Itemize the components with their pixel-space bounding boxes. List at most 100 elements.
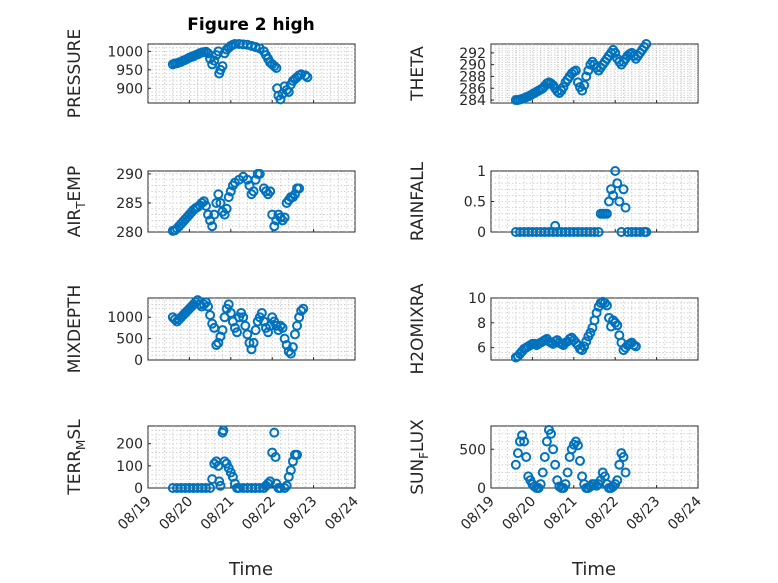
data-point bbox=[211, 340, 222, 351]
data-point bbox=[203, 301, 214, 312]
data-point bbox=[601, 208, 612, 219]
data-point bbox=[583, 65, 594, 76]
data-point bbox=[232, 327, 243, 338]
data-point bbox=[537, 467, 548, 478]
data-point bbox=[277, 322, 288, 333]
x-tick-label: 08/23 bbox=[624, 494, 664, 534]
y-axis-label: AIRTEMP bbox=[65, 166, 88, 237]
y-tick-label: 288 bbox=[459, 69, 486, 85]
data-point bbox=[211, 197, 222, 208]
data-point bbox=[514, 436, 525, 447]
y-tick-label: 290 bbox=[116, 167, 143, 183]
data-point bbox=[209, 55, 220, 66]
data-point bbox=[570, 65, 581, 76]
y-tick-label: 500 bbox=[116, 332, 143, 348]
data-point bbox=[635, 227, 646, 237]
data-point bbox=[296, 305, 307, 316]
data-point bbox=[599, 297, 610, 308]
data-point bbox=[270, 452, 281, 462]
data-point bbox=[214, 476, 225, 487]
data-point bbox=[302, 72, 313, 83]
y-axis-label: RAINFALL bbox=[408, 161, 428, 241]
data-point bbox=[223, 299, 234, 310]
data-point bbox=[585, 327, 596, 338]
data-point bbox=[217, 325, 228, 336]
data-point bbox=[221, 203, 232, 214]
data-point bbox=[620, 202, 631, 213]
data-point bbox=[300, 70, 311, 81]
data-point bbox=[593, 227, 604, 237]
grid bbox=[148, 298, 355, 360]
grid bbox=[491, 171, 698, 232]
x-tick-label: 08/23 bbox=[281, 494, 321, 534]
data-point bbox=[548, 444, 559, 455]
y-tick-label: 284 bbox=[459, 93, 486, 109]
x-tick-label: 08/24 bbox=[322, 493, 362, 533]
data-series bbox=[167, 168, 305, 236]
data-point bbox=[198, 196, 209, 207]
x-tick-label: 08/22 bbox=[582, 494, 622, 534]
data-point bbox=[281, 480, 292, 491]
data-point bbox=[279, 483, 290, 493]
subplot-rainfall: 0 0.5 1 RAINFALL bbox=[408, 161, 699, 241]
data-point bbox=[205, 483, 216, 493]
data-point bbox=[225, 186, 236, 197]
data-point bbox=[562, 467, 573, 478]
y-tick-label: 950 bbox=[116, 63, 143, 79]
subplot-h2omixra: 6 8 10 H2OMIXRA bbox=[408, 283, 699, 375]
x-tick-label: 08/20 bbox=[499, 494, 539, 534]
data-point bbox=[256, 307, 267, 318]
data-point bbox=[285, 465, 296, 476]
subplot-mixdepth: 0 500 1000 MIXDEPTH bbox=[65, 285, 356, 374]
data-point bbox=[205, 310, 216, 321]
data-point bbox=[610, 166, 621, 176]
data-point bbox=[238, 312, 249, 323]
data-point bbox=[618, 184, 629, 195]
grid bbox=[148, 171, 355, 232]
data-point bbox=[579, 80, 590, 91]
y-tick-label: 1000 bbox=[107, 310, 143, 326]
data-point bbox=[535, 479, 546, 490]
data-point bbox=[298, 303, 309, 314]
figure-title: Figure 2 high bbox=[187, 15, 315, 35]
y-tick-label: 292 bbox=[459, 46, 486, 62]
data-point bbox=[294, 183, 305, 194]
data-point bbox=[250, 325, 261, 336]
y-tick-label: 0 bbox=[134, 481, 143, 497]
data-point bbox=[254, 168, 265, 179]
y-tick-label: 286 bbox=[459, 81, 486, 97]
data-series bbox=[167, 425, 303, 493]
data-point bbox=[169, 314, 180, 325]
data-point bbox=[265, 476, 276, 487]
grid bbox=[491, 426, 698, 488]
data-point bbox=[248, 337, 259, 348]
data-point bbox=[575, 455, 586, 466]
data-point bbox=[225, 307, 236, 318]
data-point bbox=[265, 186, 276, 197]
y-tick-label: 0.5 bbox=[464, 195, 486, 211]
data-point bbox=[546, 428, 557, 439]
y-tick-label: 100 bbox=[116, 459, 143, 475]
x-tick-label: 08/20 bbox=[156, 494, 196, 534]
data-point bbox=[612, 320, 623, 331]
data-point bbox=[218, 425, 229, 436]
data-point bbox=[521, 452, 532, 462]
data-point bbox=[275, 94, 286, 105]
y-tick-label: 8 bbox=[477, 316, 486, 332]
subplot-air-temp: 280 285 290 AIRTEMP bbox=[65, 166, 356, 241]
data-point bbox=[616, 227, 627, 237]
data-point bbox=[203, 209, 214, 220]
y-axis-label: THETA bbox=[408, 46, 428, 102]
grid bbox=[148, 44, 355, 103]
y-tick-label: 290 bbox=[459, 58, 486, 74]
data-point bbox=[591, 307, 602, 318]
subplot-sun-flux: 08/19 08/20 08/21 08/22 08/23 08/24 0 500 SUNFLU… bbox=[408, 419, 705, 534]
x-axis-label-right: Time bbox=[571, 559, 616, 580]
grid bbox=[491, 44, 698, 103]
data-point bbox=[292, 320, 303, 331]
data-point bbox=[512, 448, 523, 459]
grid bbox=[148, 426, 355, 488]
y-axis-label: MIXDEPTH bbox=[65, 285, 85, 374]
